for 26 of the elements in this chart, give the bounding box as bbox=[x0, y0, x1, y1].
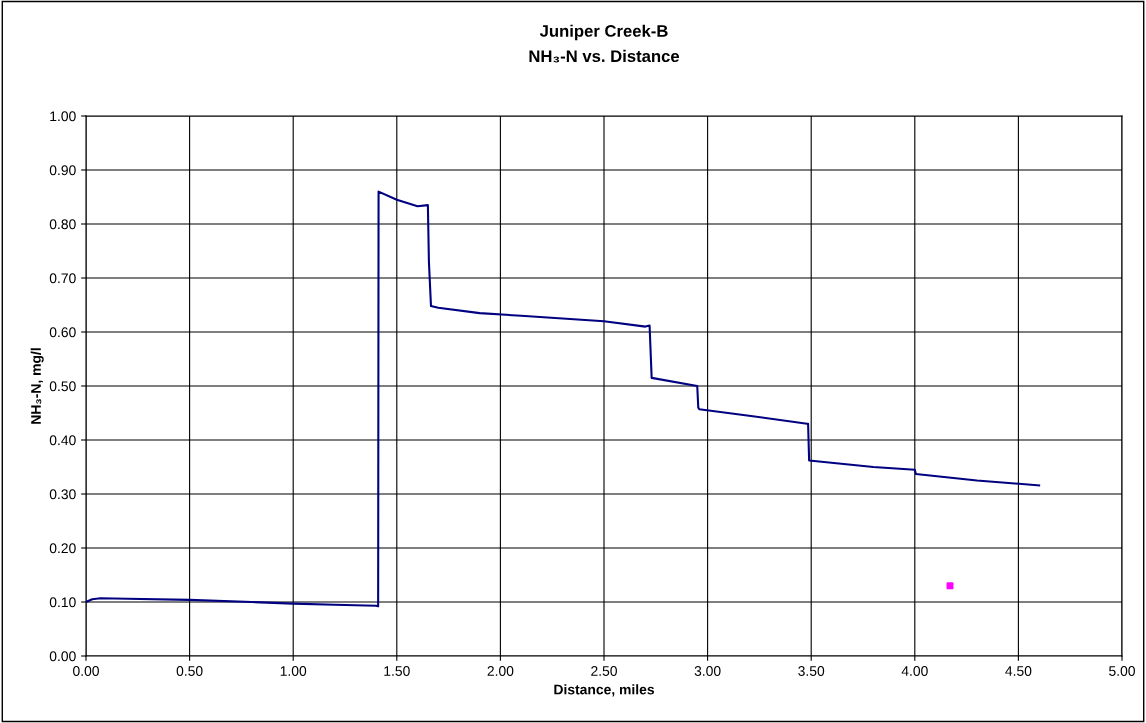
y-tick-label: 0.00 bbox=[49, 651, 76, 662]
y-tick-label: 0.80 bbox=[49, 219, 76, 230]
x-tick-label: 0.50 bbox=[176, 666, 203, 676]
y-tick-label: 0.20 bbox=[49, 543, 76, 554]
x-tick-label: 2.00 bbox=[487, 666, 514, 676]
x-tick-label: 1.50 bbox=[384, 666, 410, 676]
y-tick-label: 0.40 bbox=[49, 435, 76, 446]
chart-title: Juniper Creek-B NH₃-N vs. Distance bbox=[529, 24, 680, 63]
x-tick-label: 1.00 bbox=[280, 666, 307, 676]
y-tick-label: 0.30 bbox=[49, 489, 76, 500]
x-tick-label: 3.50 bbox=[798, 666, 825, 676]
x-axis-title: Distance, miles bbox=[554, 684, 654, 697]
y-tick-label: 0.50 bbox=[49, 381, 76, 392]
y-tick-label: 0.70 bbox=[49, 273, 76, 284]
x-tick-label: 0.00 bbox=[73, 666, 99, 676]
x-tick-label: 3.00 bbox=[694, 666, 721, 676]
x-tick-label: 4.00 bbox=[901, 666, 928, 676]
x-tick-label: 2.50 bbox=[591, 666, 617, 676]
y-tick-label: 0.90 bbox=[49, 165, 76, 176]
y-tick-label: 0.10 bbox=[49, 597, 76, 608]
x-tick-label: 5.00 bbox=[1109, 666, 1135, 676]
y-tick-label: 1.00 bbox=[50, 111, 76, 122]
x-tick-label: 4.50 bbox=[1005, 666, 1032, 676]
y-tick-label: 0.60 bbox=[49, 327, 76, 338]
line-series bbox=[86, 190, 1041, 608]
y-axis-title: NH₃-N, mg/l bbox=[30, 348, 44, 424]
